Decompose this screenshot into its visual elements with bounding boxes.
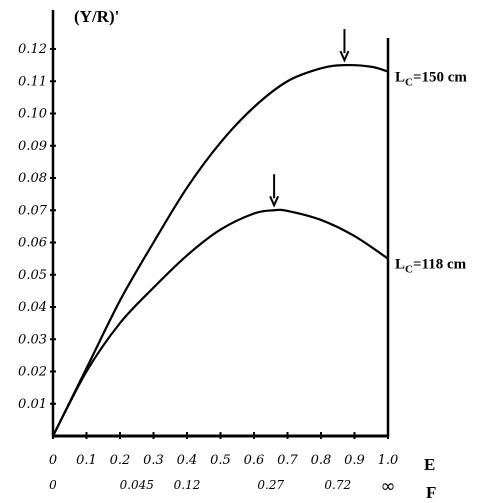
y-tick-label: 0.04 <box>18 300 47 315</box>
y-tick-label: 0.08 <box>18 171 47 186</box>
y-tick-label: 0.07 <box>18 203 48 218</box>
y-tick-label: 0.01 <box>18 397 47 412</box>
y-tick-label: 0.06 <box>18 236 47 251</box>
series-layer <box>52 29 389 437</box>
x-axis-label-e: E <box>424 455 435 474</box>
series-labels: LC=150 cm LC=118 cm <box>395 70 467 276</box>
x-tick-label-f: 0.12 <box>174 478 201 492</box>
x-tick-label-e: 0.1 <box>76 453 97 468</box>
x-tick-label-e: 1.0 <box>378 453 399 468</box>
series-line-0 <box>52 63 389 437</box>
x-tick-label-e: 0.9 <box>344 453 365 468</box>
x-tick-label-e: 0.8 <box>311 453 332 468</box>
x-tick-label-e: 0.6 <box>244 453 265 468</box>
series-line-1 <box>52 208 389 437</box>
x-axis-ticks: 0 0.1 0.2 0.3 0.4 0.5 0.6 0.7 0.8 0.9 1.0 0 0.045 0.1… <box>49 432 398 497</box>
x-tick-label-f: ∞ <box>381 476 396 497</box>
y-axis-ticks: 0.01 0.02 0.03 0.04 0.05 0.06 0.07 0.08 0.09 0.10… <box>18 42 56 412</box>
x-tick-label-e: 0.5 <box>210 453 231 468</box>
x-tick-label-f: 0.72 <box>324 478 351 492</box>
y-axis-label: (Y/R)' <box>74 7 119 26</box>
x-tick-label-e: 0.3 <box>143 453 164 468</box>
y-tick-label: 0.05 <box>18 268 47 283</box>
y-tick-label: 0.10 <box>18 107 47 122</box>
x-axis-label-f: F <box>426 483 436 502</box>
x-tick-label-e: 0 <box>49 453 57 468</box>
x-tick-label-e: 0.4 <box>177 453 198 468</box>
x-tick-label-e: 0.7 <box>277 453 298 468</box>
series-label: LC=150 cm <box>395 70 467 89</box>
x-tick-label-f: 0.27 <box>257 478 284 492</box>
y-tick-label: 0.02 <box>18 365 47 380</box>
y-tick-label: 0.11 <box>18 74 47 89</box>
y-tick-label: 0.12 <box>18 42 47 57</box>
series-label: LC=118 cm <box>395 257 467 276</box>
x-tick-label-e: 0.2 <box>110 453 131 468</box>
axes <box>51 10 390 438</box>
y-tick-label: 0.03 <box>18 332 47 347</box>
max-arrow-head <box>339 50 350 63</box>
x-tick-label-f: 0.045 <box>120 478 154 492</box>
x-tick-label-f: 0 <box>49 478 57 492</box>
max-arrow-head <box>269 195 280 208</box>
y-tick-label: 0.09 <box>18 139 47 154</box>
